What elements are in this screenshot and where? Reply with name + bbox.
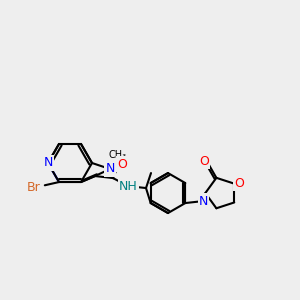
Text: N: N — [199, 195, 208, 208]
Text: Br: Br — [27, 181, 41, 194]
Text: O: O — [117, 158, 127, 171]
Text: NH: NH — [118, 180, 137, 193]
Text: N: N — [43, 157, 53, 169]
Text: O: O — [234, 177, 244, 190]
Text: O: O — [200, 155, 209, 168]
Text: CH₃: CH₃ — [109, 150, 127, 160]
Text: N: N — [105, 163, 115, 176]
